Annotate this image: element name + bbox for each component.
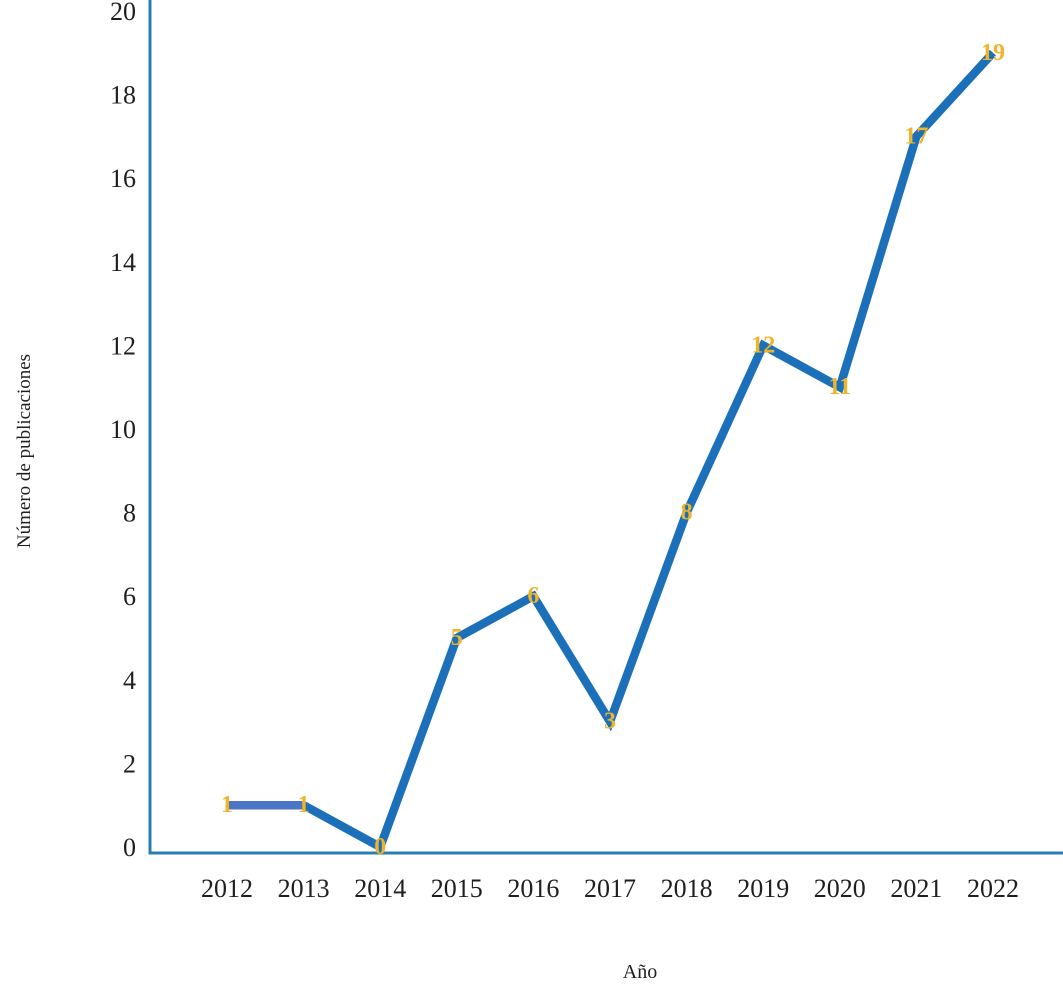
x-tick-label: 2019 bbox=[737, 874, 789, 903]
x-tick-label: 2017 bbox=[584, 874, 636, 903]
y-tick-label: 12 bbox=[110, 331, 136, 360]
data-point-label: 6 bbox=[527, 583, 539, 609]
x-axis-title: Año bbox=[623, 961, 657, 983]
y-tick-label: 20 bbox=[110, 0, 136, 26]
x-tick-label: 2018 bbox=[661, 874, 713, 903]
data-point-label: 8 bbox=[681, 500, 693, 526]
data-point-label: 11 bbox=[828, 374, 851, 400]
x-tick-label: 2016 bbox=[507, 874, 559, 903]
x-tick-label: 2012 bbox=[201, 874, 253, 903]
x-tick-label: 2022 bbox=[967, 874, 1019, 903]
y-tick-label: 18 bbox=[110, 81, 136, 110]
data-point-label: 1 bbox=[221, 792, 233, 818]
y-axis-title: Número de publicaciones bbox=[14, 354, 35, 548]
data-point-label: 0 bbox=[374, 834, 386, 860]
y-tick-label: 8 bbox=[123, 499, 136, 528]
series-line bbox=[301, 49, 997, 854]
y-tick-label: 14 bbox=[110, 248, 136, 277]
data-point-label: 3 bbox=[604, 709, 616, 735]
x-tick-label: 2020 bbox=[814, 874, 866, 903]
x-tick-label: 2013 bbox=[278, 874, 330, 903]
y-tick-label: 0 bbox=[123, 833, 136, 862]
x-tick-label: 2014 bbox=[354, 874, 406, 903]
x-tick-label: 2015 bbox=[431, 874, 483, 903]
data-point-label: 17 bbox=[904, 123, 928, 149]
data-point-label: 19 bbox=[981, 40, 1005, 66]
y-tick-label: 4 bbox=[123, 666, 136, 695]
y-tick-label: 6 bbox=[123, 582, 136, 611]
x-tick-label: 2021 bbox=[890, 874, 942, 903]
data-point-label: 12 bbox=[751, 332, 775, 358]
y-tick-label: 16 bbox=[110, 164, 136, 193]
data-point-label: 1 bbox=[298, 792, 310, 818]
data-point-label: 5 bbox=[451, 625, 463, 651]
y-tick-label: 10 bbox=[110, 415, 136, 444]
y-tick-label: 2 bbox=[123, 749, 136, 778]
